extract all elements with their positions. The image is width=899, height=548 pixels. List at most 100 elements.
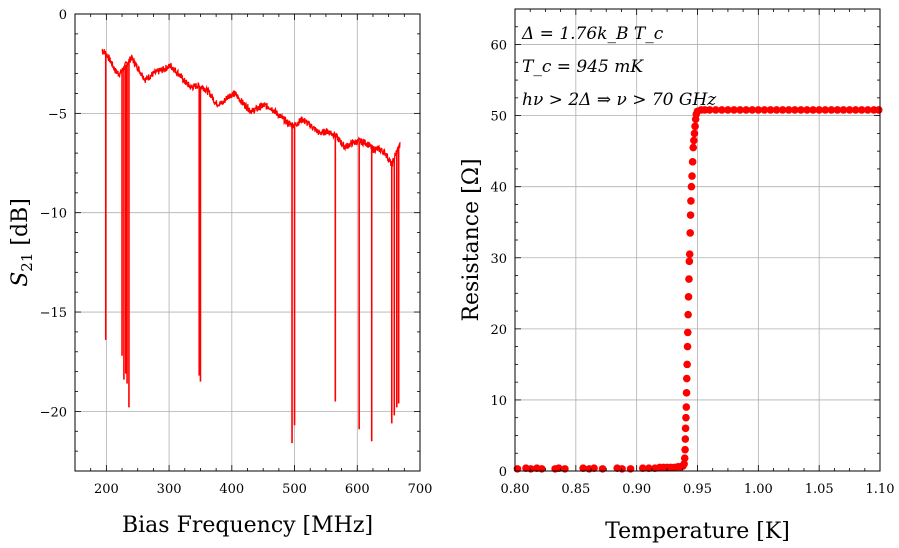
right-data-point bbox=[626, 465, 635, 473]
right-data-point bbox=[688, 172, 696, 180]
left-y-tick-label: −20 bbox=[40, 405, 67, 420]
right-data-point bbox=[730, 106, 738, 114]
right-data-point bbox=[590, 464, 598, 472]
right-data-point bbox=[845, 106, 854, 114]
right-annotation: hν > 2Δ ⇒ ν > 70 GHz bbox=[522, 90, 717, 110]
right-data-point bbox=[681, 424, 690, 433]
right-data-point bbox=[687, 182, 696, 191]
right-ticks: 0.80 0.85 0.90 0.95 1.00 1.05 1.10 0 10 20 30 40 50 6… bbox=[490, 8, 895, 497]
right-data-point bbox=[537, 465, 546, 473]
left-s21-trace bbox=[101, 48, 401, 167]
right-data-point bbox=[827, 106, 836, 114]
right-data-point bbox=[688, 158, 697, 166]
right-data-point bbox=[784, 106, 793, 114]
right-data-point bbox=[803, 106, 811, 114]
right-data-point bbox=[683, 342, 692, 351]
right-data-point bbox=[579, 464, 587, 472]
left-y-tick-label: −10 bbox=[40, 207, 67, 222]
right-x-tick-label: 0.95 bbox=[683, 482, 712, 497]
left-ticks: 200 300 400 500 600 700 0 −5 −10 −15 −20 bbox=[40, 8, 433, 497]
right-data-point bbox=[689, 143, 698, 152]
right-data-point bbox=[561, 465, 569, 473]
right-data-point bbox=[687, 197, 695, 205]
right-data-point bbox=[685, 275, 693, 283]
right-data-point bbox=[682, 403, 691, 411]
right-data-point bbox=[681, 435, 690, 443]
left-y-tick-label: 0 bbox=[59, 8, 67, 23]
right-data-point bbox=[851, 106, 860, 114]
right-data-point bbox=[690, 136, 698, 145]
right-y-tick-label: 50 bbox=[490, 110, 507, 125]
right-data-point bbox=[685, 257, 694, 266]
right-data-point bbox=[681, 445, 689, 454]
right-grid bbox=[514, 9, 881, 472]
left-x-tick-label: 600 bbox=[345, 482, 370, 497]
right-data-point bbox=[682, 413, 690, 422]
right-data-point bbox=[718, 106, 726, 114]
left-y-tick-label: −15 bbox=[40, 306, 67, 321]
right-y-tick-label: 20 bbox=[490, 323, 507, 338]
left-y-axis-label-main: S bbox=[8, 272, 33, 287]
right-data-point bbox=[772, 106, 781, 114]
left-x-tick-label: 200 bbox=[94, 482, 119, 497]
right-data-point bbox=[766, 106, 775, 114]
right-data-point bbox=[683, 360, 691, 369]
right-data-point bbox=[684, 293, 693, 301]
right-y-tick-label: 30 bbox=[490, 252, 507, 267]
left-x-tick-label: 700 bbox=[408, 482, 433, 497]
right-y-tick-label: 40 bbox=[490, 181, 507, 196]
right-data-point bbox=[736, 106, 744, 114]
right-x-tick-label: 0.80 bbox=[501, 482, 530, 497]
left-panel-s21: 200 300 400 500 600 700 0 −5 −10 −15 −20 Bias Freq… bbox=[8, 8, 432, 538]
right-y-tick-label: 10 bbox=[490, 394, 507, 409]
right-panel-resistance: 0.80 0.85 0.90 0.95 1.00 1.05 1.10 0 10 20 30 40 50 6… bbox=[459, 8, 895, 544]
right-y-tick-label: 60 bbox=[490, 39, 507, 54]
left-x-tick-label: 300 bbox=[157, 482, 182, 497]
right-annotation: Δ = 1.76k_B T_c bbox=[521, 24, 664, 44]
right-x-tick-label: 0.90 bbox=[622, 482, 651, 497]
right-data-point bbox=[815, 106, 823, 114]
right-data-point bbox=[684, 310, 692, 319]
right-data-point bbox=[690, 129, 699, 138]
right-data-point bbox=[748, 106, 757, 114]
right-data-point bbox=[742, 106, 750, 114]
right-data-point bbox=[683, 328, 692, 337]
right-data-point bbox=[645, 464, 653, 472]
right-data-point bbox=[791, 106, 799, 114]
right-data-point bbox=[754, 106, 763, 114]
left-y-axis-label-unit: [dB] bbox=[8, 198, 33, 252]
right-data-point bbox=[705, 106, 714, 114]
left-x-tick-label: 400 bbox=[219, 482, 244, 497]
right-data-point bbox=[839, 106, 848, 114]
right-data-point bbox=[638, 464, 647, 472]
left-y-axis-label: S21 [dB] bbox=[8, 198, 36, 287]
right-data-point bbox=[682, 389, 691, 397]
right-data-point bbox=[680, 460, 688, 468]
right-data-point bbox=[691, 122, 699, 131]
right-data-point bbox=[797, 106, 805, 114]
right-x-axis-label: Temperature [K] bbox=[605, 519, 790, 544]
right-x-tick-label: 1.10 bbox=[866, 482, 895, 497]
right-data-point bbox=[874, 106, 883, 114]
left-x-tick-label: 500 bbox=[282, 482, 307, 497]
left-s21-series bbox=[101, 48, 401, 444]
right-resistance-series bbox=[513, 106, 883, 473]
right-data-point bbox=[598, 465, 607, 473]
right-y-tick-label: 0 bbox=[499, 465, 507, 480]
right-data-point bbox=[809, 106, 817, 114]
right-x-tick-label: 1.05 bbox=[805, 482, 834, 497]
right-data-point bbox=[686, 229, 694, 237]
left-x-axis-label: Bias Frequency [MHz] bbox=[122, 513, 373, 538]
right-data-point bbox=[833, 106, 842, 114]
right-data-point bbox=[680, 454, 689, 463]
right-data-point bbox=[857, 106, 866, 114]
left-y-axis-label-sub: 21 bbox=[18, 253, 36, 272]
right-data-point bbox=[821, 106, 830, 114]
right-data-point bbox=[686, 211, 695, 219]
left-y-tick-label: −5 bbox=[48, 107, 67, 122]
right-annotations: Δ = 1.76k_B T_c T_c = 945 mK hν > 2Δ ⇒ ν >… bbox=[521, 24, 717, 110]
right-data-point bbox=[724, 106, 732, 114]
right-y-axis-label: Resistance [Ω] bbox=[459, 158, 484, 321]
right-data-point bbox=[682, 374, 691, 383]
